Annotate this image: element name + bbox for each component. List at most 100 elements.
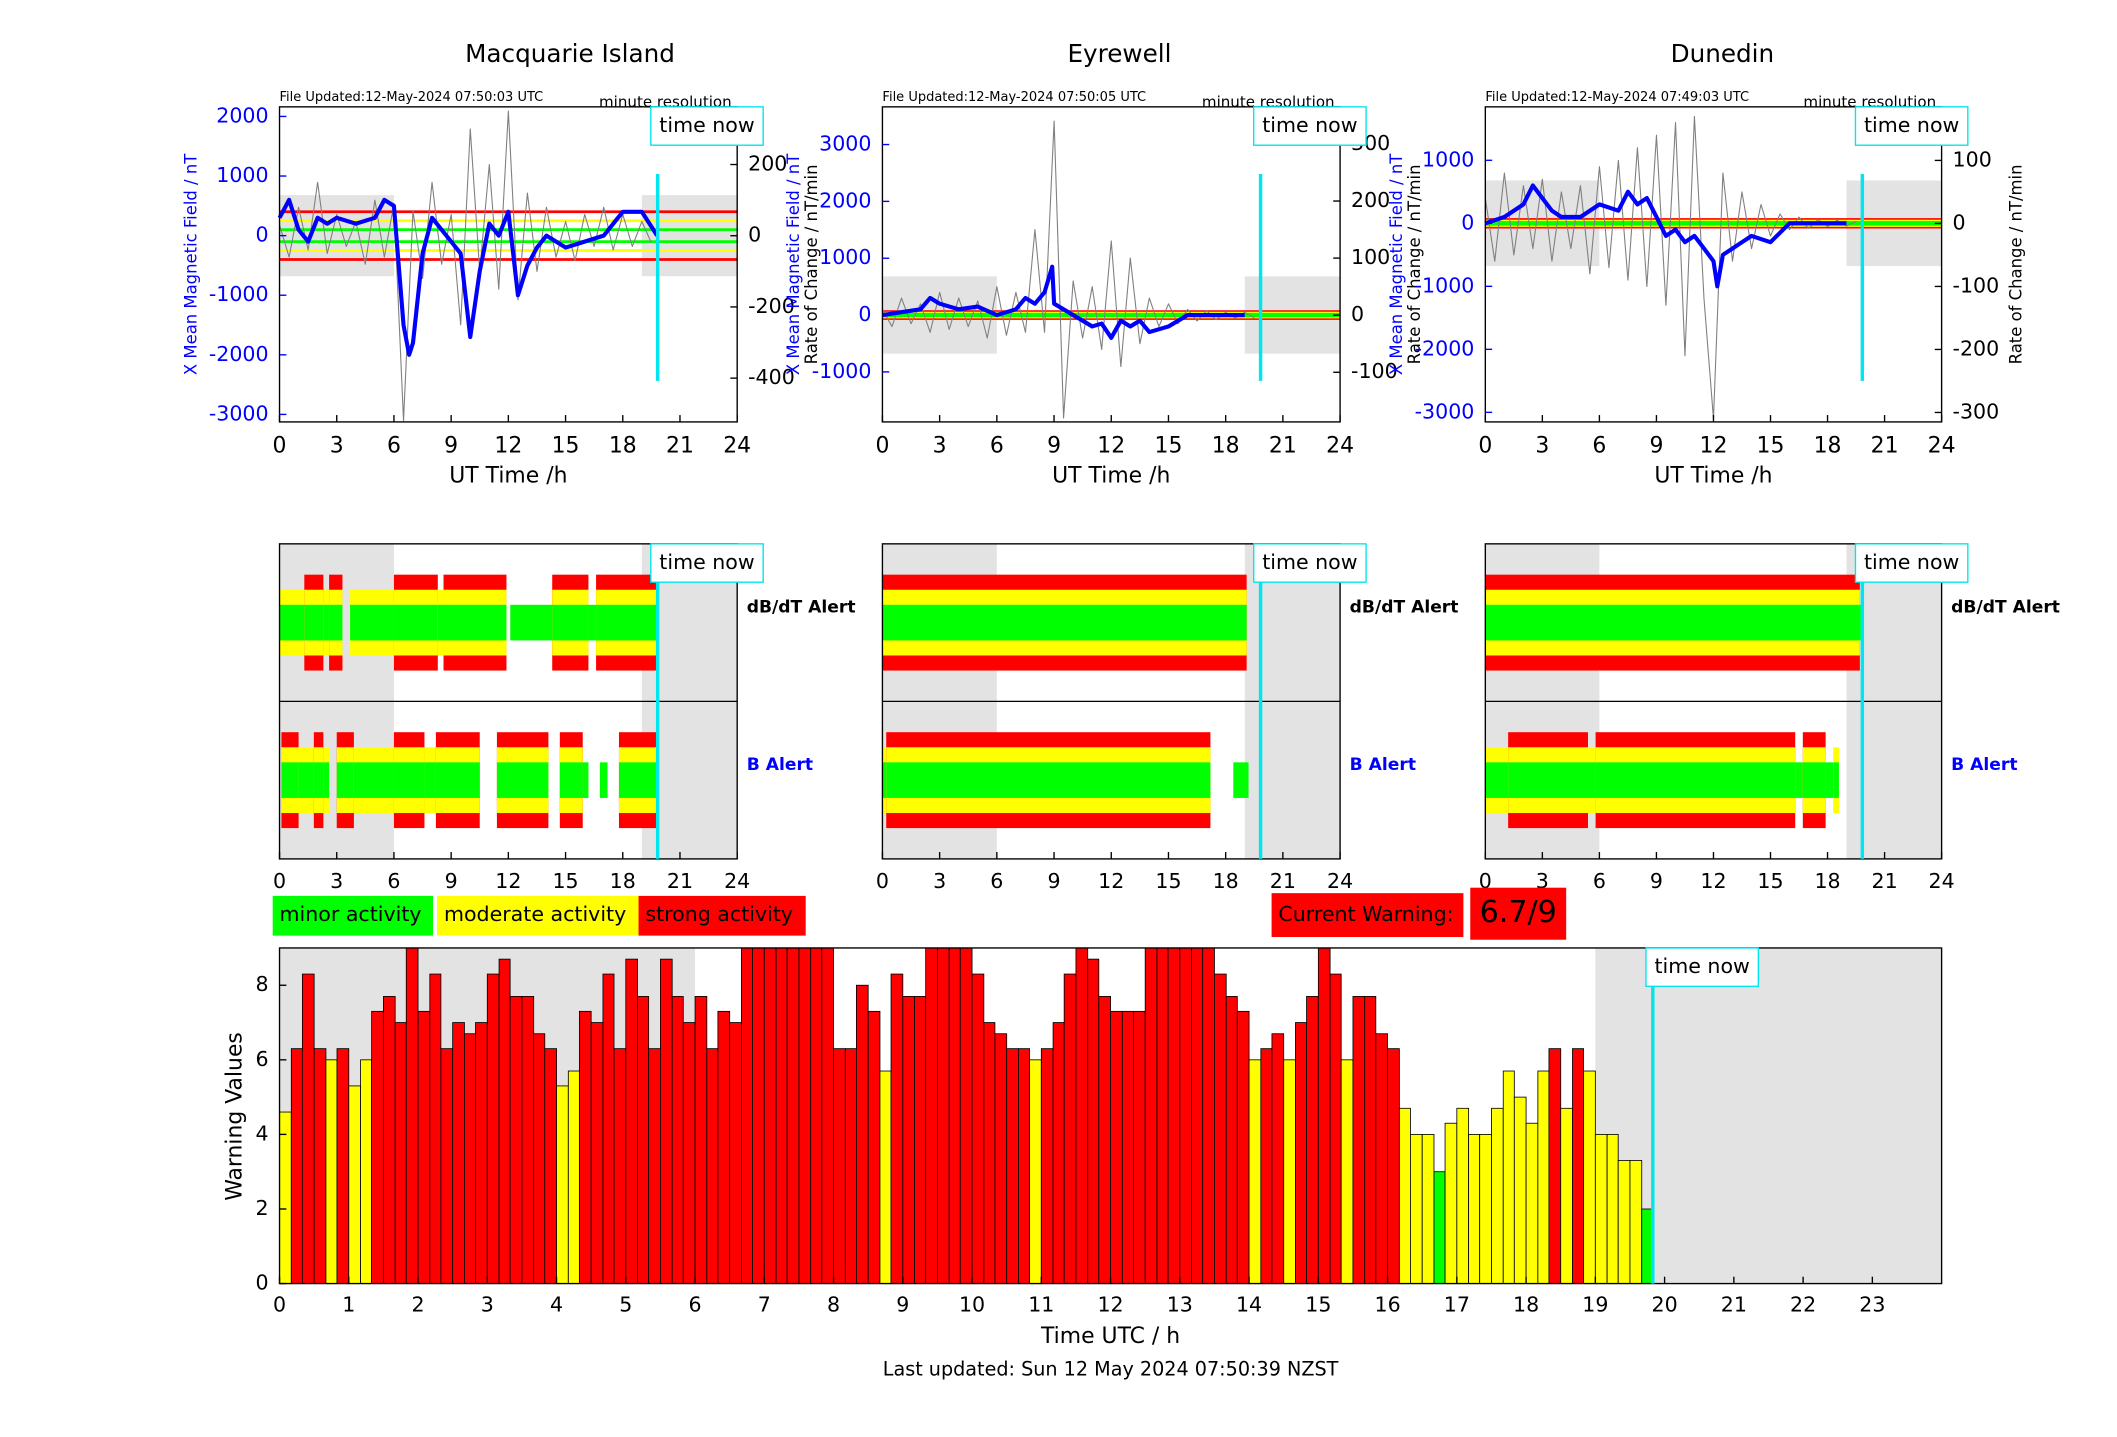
warning-bar	[660, 958, 673, 1284]
legend-label: strong activity	[645, 902, 793, 926]
warning-bar	[1594, 1133, 1608, 1284]
alert-band	[599, 762, 608, 798]
x-tick-label: 18	[1513, 1292, 1539, 1316]
warning-bar	[729, 1022, 742, 1284]
y-tick-label: 3000	[819, 132, 871, 156]
warning-bar	[475, 1022, 488, 1284]
y2-tick-label: 0	[1953, 210, 1966, 234]
y-tick-label: 2000	[216, 103, 268, 127]
alert-band	[496, 762, 549, 798]
x-tick-label: 19	[1582, 1292, 1608, 1316]
warning-bar	[1179, 947, 1193, 1284]
warning-bar	[1225, 996, 1238, 1284]
x-tick-label: 15	[552, 434, 580, 459]
warning-bar	[486, 973, 500, 1284]
warning-bar	[590, 1022, 604, 1284]
x-tick-label: 0	[875, 434, 889, 459]
alert-band	[336, 762, 354, 798]
warning-bar	[648, 1048, 661, 1284]
warning-bar	[1133, 1010, 1146, 1284]
y-tick-label: 1000	[819, 245, 871, 269]
y2-axis-label: Rate of Change / nT/min	[802, 164, 821, 364]
warning-bar	[429, 973, 442, 1284]
legend-swatch	[437, 895, 639, 936]
warning-bar	[509, 996, 523, 1284]
time-now-label: time now	[1262, 550, 1357, 574]
x-tick-label: 18	[1212, 434, 1240, 459]
y-axis-label: Warning Values	[223, 1032, 248, 1201]
x-tick-label: 12	[1700, 434, 1728, 459]
warning-bar	[405, 947, 419, 1284]
file-updated: File Updated:12-May-2024 07:50:03 UTC	[280, 90, 544, 105]
x-tick-label: 18	[1213, 869, 1239, 893]
warning-bar	[325, 1059, 338, 1284]
warning-bar	[279, 1111, 292, 1284]
time-now-box	[1253, 543, 1367, 583]
warning-bar	[798, 947, 812, 1284]
x-tick-label: 7	[758, 1292, 771, 1316]
warning-bar	[602, 973, 615, 1284]
x-tick-label: 3	[933, 869, 946, 893]
warning-bar	[1421, 1133, 1435, 1284]
time-now-box	[1645, 947, 1760, 987]
warning-bar	[1214, 973, 1227, 1284]
warning-bar	[1387, 1048, 1400, 1284]
x-tick-label: 0	[273, 1292, 286, 1316]
x-tick-label: 23	[1859, 1292, 1885, 1316]
alert-band	[393, 604, 438, 641]
warning-bar	[521, 996, 535, 1284]
x-tick-label: 21	[1871, 869, 1897, 893]
alert-band	[323, 604, 330, 641]
alert-band	[1833, 762, 1839, 798]
x-tick-label: 12	[1700, 869, 1726, 893]
x-tick-label: 24	[1327, 869, 1353, 893]
y2-tick-label: -300	[1953, 399, 2000, 423]
x-tick-label: 1	[342, 1292, 355, 1316]
y-tick-label: 6	[255, 1047, 268, 1071]
time-now-label: time now	[1654, 954, 1749, 978]
alert-band	[329, 604, 343, 641]
alert-row-label: dB/dT Alert	[1951, 598, 2060, 618]
warning-bar	[348, 1085, 361, 1284]
warning-value-box	[1470, 887, 1567, 940]
alert-band	[1233, 762, 1249, 798]
x-tick-label: 3	[1536, 869, 1549, 893]
warning-bar	[1144, 947, 1158, 1284]
warning-bar	[498, 958, 511, 1284]
y2-tick-label: -100	[1351, 359, 1398, 383]
warning-bar	[1375, 1033, 1388, 1284]
x-tick-label: 21	[1270, 869, 1296, 893]
y-tick-label: 0	[255, 223, 268, 247]
warning-bar	[1560, 1107, 1573, 1284]
x-tick-label: 16	[1375, 1292, 1401, 1316]
time-now-box	[1253, 106, 1367, 146]
alert-row-label: dB/dT Alert	[1350, 598, 1459, 618]
x-tick-label: 15	[1155, 434, 1183, 459]
alert-band	[1802, 762, 1826, 798]
x-tick-label: 18	[1814, 869, 1840, 893]
x-tick-label: 15	[1757, 434, 1785, 459]
warning-bar	[1572, 1048, 1584, 1284]
x-axis-label: UT Time /h	[449, 464, 567, 489]
x-tick-label: 22	[1790, 1292, 1816, 1316]
alert-band	[435, 762, 480, 798]
time-now-label: time now	[1262, 113, 1357, 137]
x-tick-label: 12	[1097, 1292, 1123, 1316]
warning-bar	[1513, 1096, 1527, 1284]
warning-bar	[625, 958, 638, 1284]
y2-tick-label: 0	[1351, 302, 1364, 326]
y-tick-label: 2	[255, 1196, 268, 1220]
warning-bar	[1110, 1010, 1123, 1284]
y2-axis-label: Rate of Change / nT/min	[2006, 164, 2025, 364]
chart-title: Macquarie Island	[465, 39, 675, 68]
y-tick-label: -2000	[209, 342, 269, 366]
x-tick-label: 0	[1478, 434, 1492, 459]
time-now-box	[1854, 543, 1969, 583]
x-tick-label: 15	[1757, 869, 1783, 893]
x-tick-label: 3	[330, 869, 343, 893]
warning-bar	[671, 996, 684, 1284]
x-tick-label: 15	[552, 869, 578, 893]
x-tick-label: 9	[445, 869, 458, 893]
alert-row-label: dB/dT Alert	[747, 598, 856, 618]
night-shade	[279, 195, 394, 277]
